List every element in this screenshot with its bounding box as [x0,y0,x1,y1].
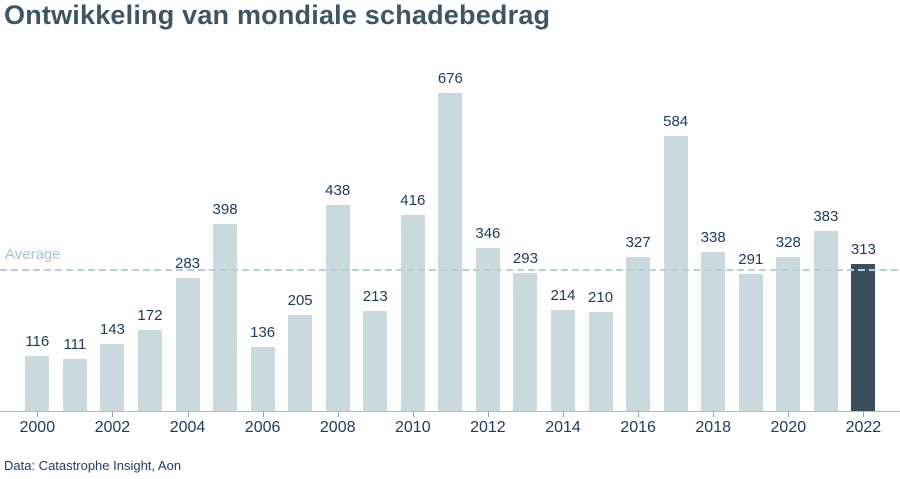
bar-value-label: 346 [475,225,501,242]
x-axis-tick [188,412,189,417]
x-axis-tick [37,412,38,417]
x-axis-tick [488,412,489,417]
bar [776,257,801,411]
bar-highlighted [851,264,876,411]
bar [551,310,575,411]
x-axis-tick [788,412,789,417]
x-tick-label: 2010 [395,419,431,436]
bar [701,252,726,411]
bar-value-label: 584 [663,113,689,130]
x-tick-label: 2006 [244,419,281,436]
bar [400,215,425,411]
bar-value-label: 210 [588,289,614,306]
bar-value-label: 416 [400,192,426,209]
x-tick-label: 2004 [169,419,206,436]
x-tick-label: 2002 [94,419,131,436]
bar-value-label: 116 [25,333,50,350]
bar [325,205,350,411]
bar [475,248,500,411]
bar [813,231,838,411]
bar-value-label: 676 [437,70,463,87]
bar [513,273,538,411]
bar-value-label: 111 [63,336,87,353]
bar-value-label: 291 [738,251,764,268]
bar-value-label: 328 [775,234,801,251]
x-axis-tick [563,412,564,417]
bar [626,257,651,411]
bar [663,136,688,411]
x-axis-line [0,411,900,412]
bar [62,359,87,411]
bar-value-label: 338 [700,229,726,246]
x-tick-label: 2012 [470,419,506,436]
bar-value-label: 214 [550,287,576,304]
x-axis-tick [713,412,714,417]
bar-value-label: 398 [212,201,238,218]
bar-value-label: 283 [174,255,201,272]
bar-value-label: 172 [137,307,163,324]
bar-value-label: 136 [250,324,276,341]
bar-value-label: 327 [625,234,651,251]
x-tick-label: 2016 [620,419,656,436]
x-axis-tick [638,412,639,417]
bar [137,330,162,411]
x-axis-tick [263,412,264,417]
bar [25,356,50,411]
bar-value-label: 293 [512,250,538,267]
bar-value-label: 383 [813,208,839,225]
x-tick-label: 2018 [695,419,731,436]
average-line [0,269,900,271]
bar-value-label: 205 [287,292,313,309]
x-axis-tick [112,412,113,417]
bar [363,311,388,411]
bar [288,315,313,411]
x-axis-tick [413,412,414,417]
bar-value-label: 213 [362,288,388,305]
x-tick-label: 2008 [319,419,356,436]
x-tick-label: 2014 [545,419,581,436]
bar [175,278,200,411]
bar [250,347,275,411]
bar-value-label: 143 [99,321,125,338]
average-label: Average [5,246,61,263]
bar [588,312,613,411]
bar [738,274,763,411]
bar [438,93,463,411]
x-tick-label: 2020 [770,419,807,436]
bar [213,224,238,411]
x-tick-label: 2022 [845,419,882,436]
bar-value-label: 438 [325,182,351,199]
x-axis-tick [863,412,864,417]
x-axis-tick [338,412,339,417]
bar [100,344,125,411]
bar-value-label: 313 [850,241,876,258]
data-source: Data: Catastrophe Insight, Aon [4,458,182,473]
x-tick-label: 2000 [19,419,56,436]
chart-title: Ontwikkeling van mondiale schadebedrag [4,0,551,30]
